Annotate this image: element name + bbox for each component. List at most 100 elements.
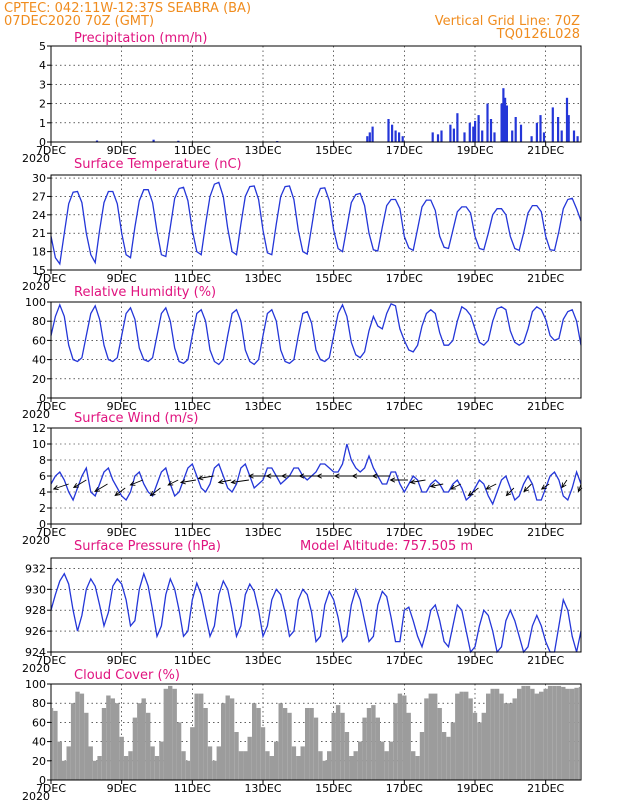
x-tick-label: 15DEC xyxy=(315,782,352,795)
precip-bar xyxy=(474,120,477,142)
precip-bar xyxy=(463,132,466,142)
y-tick-label: 24 xyxy=(32,209,46,222)
cloud-bar xyxy=(512,698,517,780)
x-tick-label: 15DEC xyxy=(315,654,352,667)
precip-bar xyxy=(486,103,489,142)
precip-bar xyxy=(152,139,155,142)
temp-frame xyxy=(50,174,582,271)
precip-bar xyxy=(366,136,369,142)
y-tick-label: 100 xyxy=(25,296,46,309)
cloud-bar xyxy=(199,693,204,780)
y-tick-label: 80 xyxy=(32,697,46,710)
y-tick-label: 15 xyxy=(32,264,46,277)
cloud-bar xyxy=(53,710,58,780)
cloud-bar xyxy=(437,708,442,780)
cloud-bar xyxy=(362,717,367,780)
cloud-bar xyxy=(331,712,336,780)
cloud-bar xyxy=(358,741,363,780)
x-tick-label: 7DEC xyxy=(36,272,66,285)
x-tick-label: 17DEC xyxy=(386,654,423,667)
precip-bar xyxy=(394,130,397,142)
precip-bar xyxy=(368,132,371,142)
cloud-bar xyxy=(552,685,557,780)
x-tick-label: 11DEC xyxy=(174,272,211,285)
cloud-bar xyxy=(106,695,111,780)
cloud-bar xyxy=(344,732,350,780)
wind-arrow xyxy=(429,483,444,489)
x-tick-label: 9DEC xyxy=(107,272,137,285)
y-tick-label: 60 xyxy=(32,716,46,729)
cloud-bar xyxy=(190,727,195,780)
precip-frame xyxy=(50,45,582,143)
cloud-bar xyxy=(402,695,407,780)
cloud-bar xyxy=(375,717,380,780)
cloud-bar xyxy=(305,708,310,780)
cloud-bar xyxy=(499,693,504,780)
x-tick-label: 19DEC xyxy=(456,400,493,413)
cloud-bar xyxy=(521,685,526,780)
y-tick-label: 6 xyxy=(39,470,46,483)
cloud-bar xyxy=(168,685,173,780)
wind-arrow xyxy=(149,487,161,497)
y-tick-label: 10 xyxy=(32,438,46,451)
precip-bar xyxy=(387,119,390,142)
y-tick-label: 928 xyxy=(25,604,46,617)
cloud-bar xyxy=(274,741,279,780)
precip-bar xyxy=(477,115,480,142)
cloud-bar xyxy=(353,751,358,780)
cloud-bar xyxy=(234,732,239,780)
wind-arrow xyxy=(129,479,144,486)
x-tick-label: 21DEC xyxy=(527,144,564,157)
cloud-bar xyxy=(384,751,389,780)
precip-bar xyxy=(431,132,434,142)
cloud-title: Cloud Cover (%) xyxy=(74,668,180,683)
cloud-bar xyxy=(225,695,230,780)
cloud-bar xyxy=(380,741,385,780)
precip-bar xyxy=(500,103,503,142)
wind-arrow xyxy=(540,483,550,490)
cloud-bar xyxy=(503,703,509,780)
cloud-bar xyxy=(525,685,531,780)
year-label: 2020 xyxy=(22,790,50,800)
x-tick-label: 11DEC xyxy=(174,526,211,539)
cloud-bar xyxy=(309,708,314,780)
cloud-bar xyxy=(216,746,221,780)
cloud-bar xyxy=(52,708,54,780)
cloud-bar xyxy=(570,688,575,780)
rh-line xyxy=(50,303,582,366)
cloud-panel xyxy=(47,683,582,784)
y-tick-label: 27 xyxy=(32,190,46,203)
temp-title: Surface Temperature (nC) xyxy=(74,157,242,172)
precip-bar xyxy=(576,136,579,142)
cloud-frame xyxy=(50,683,582,781)
x-tick-label: 7DEC xyxy=(36,654,66,667)
precip-bar xyxy=(567,115,570,142)
cloud-bar xyxy=(406,712,411,780)
cloud-bar xyxy=(388,741,394,780)
y-tick-label: 0 xyxy=(39,774,46,787)
x-tick-label: 13DEC xyxy=(244,654,281,667)
cloud-bar xyxy=(194,693,199,780)
y-tick-label: 100 xyxy=(25,678,46,691)
x-tick-label: 17DEC xyxy=(386,526,423,539)
precip-bar xyxy=(398,132,401,142)
x-tick-label: 11DEC xyxy=(174,400,211,413)
x-tick-label: 7DEC xyxy=(36,400,66,413)
y-tick-label: 1 xyxy=(39,117,46,130)
wind-title: Surface Wind (m/s) xyxy=(74,411,198,426)
year-label: 2020 xyxy=(22,534,50,547)
wind-arrow xyxy=(467,487,479,497)
precip-bar xyxy=(493,132,496,142)
cloud-bar xyxy=(424,698,429,780)
cloud-bar xyxy=(154,756,160,780)
y-tick-label: 8 xyxy=(39,454,46,467)
y-tick-label: 4 xyxy=(39,59,46,72)
cloud-bar xyxy=(256,708,261,780)
cloud-bar xyxy=(123,756,129,780)
y-tick-label: 926 xyxy=(25,625,46,638)
cloud-bar xyxy=(93,760,98,780)
rh-panel xyxy=(47,301,582,402)
y-tick-label: 40 xyxy=(32,354,46,367)
header-location: CPTEC: 042:11W-12:37S SEABRA (BA) xyxy=(4,1,251,16)
precip-bar xyxy=(535,122,538,142)
